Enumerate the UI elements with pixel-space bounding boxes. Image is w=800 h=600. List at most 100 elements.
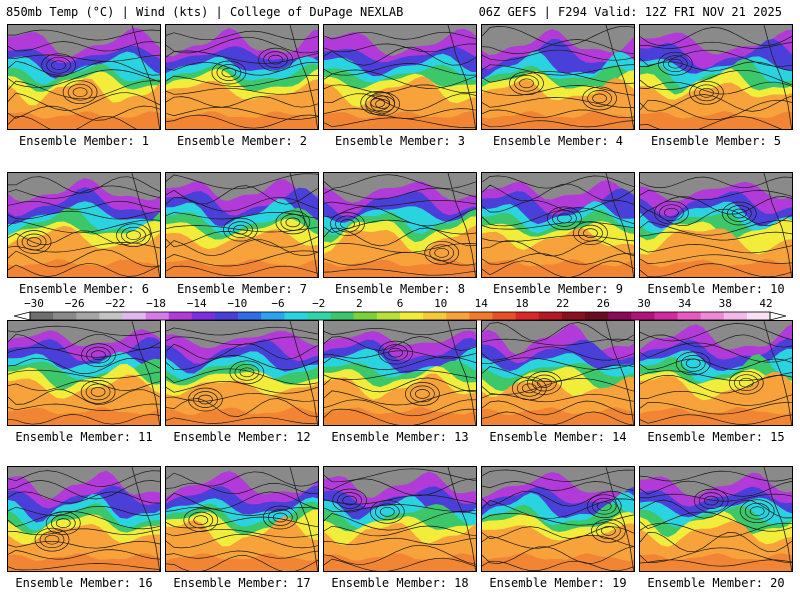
ensemble-member-label: Ensemble Member: 7 <box>176 282 308 296</box>
wind-streamline <box>640 254 792 264</box>
circulation-contour <box>511 376 547 401</box>
colorbar-tick-label: −14 <box>186 297 207 310</box>
wind-streamline <box>8 210 160 220</box>
wind-streamline <box>8 511 160 530</box>
wind-streamline <box>324 46 476 66</box>
wind-streamline <box>324 69 476 89</box>
circulation-contour <box>721 201 757 226</box>
ensemble-member-label: Ensemble Member: 5 <box>650 134 782 148</box>
wind-streamline <box>482 364 634 382</box>
circulation-contour <box>733 374 759 392</box>
temperature-wind-map <box>324 25 476 129</box>
colorbar-segment <box>469 312 494 320</box>
colorbar-segment <box>423 312 447 320</box>
circulation-contour <box>51 60 66 71</box>
ensemble-map-panel <box>7 172 161 278</box>
circulation-contour <box>188 511 214 529</box>
circulation-contour <box>582 86 617 111</box>
circulation-contour <box>91 350 106 360</box>
circulation-contour <box>193 515 209 525</box>
wind-streamline <box>8 540 160 549</box>
circulation-contour <box>267 509 293 526</box>
circulation-contour <box>233 224 248 235</box>
wind-streamline <box>8 414 160 425</box>
circulation-contour <box>16 230 52 254</box>
coastline <box>605 321 634 425</box>
colorbar-segment <box>515 312 540 320</box>
circulation-contour <box>519 78 534 89</box>
circulation-contour <box>662 55 688 73</box>
warm-region-fill <box>324 407 476 425</box>
wind-streamline <box>640 532 792 553</box>
circulation-contour <box>557 213 572 224</box>
colorbar-segment <box>122 312 147 320</box>
wind-streamline <box>8 380 160 392</box>
colorbar-tick-label: −18 <box>146 297 166 310</box>
wind-streamline <box>8 528 160 536</box>
circulation-contour <box>258 47 293 72</box>
colorbar-tick-label: 38 <box>718 297 732 310</box>
temperature-colorbar <box>13 306 787 325</box>
colorbar-segment <box>168 312 193 320</box>
run-valid-time: 06Z GEFS | F294 Valid: 12Z FRI NOV 21 20… <box>478 5 782 19</box>
circulation-contour <box>26 237 42 247</box>
temperature-band <box>166 79 318 129</box>
circulation-contour <box>586 494 622 519</box>
wind-streamline <box>8 563 160 571</box>
wind-streamline <box>482 109 634 119</box>
temperature-band <box>8 225 160 277</box>
wind-streamline <box>640 41 792 49</box>
circulation-contour <box>685 358 701 369</box>
circulation-contour <box>731 208 747 219</box>
circulation-contour <box>703 495 719 506</box>
circulation-contour <box>410 385 435 403</box>
ensemble-map-panel <box>7 24 161 130</box>
wind-streamline <box>324 544 476 565</box>
colorbar-segment <box>677 312 702 320</box>
colorbar-tick-label: −26 <box>64 297 85 310</box>
circulation-contour <box>62 80 98 105</box>
circulation-contour <box>659 204 684 222</box>
wind-streamline <box>324 251 476 266</box>
wind-streamline <box>324 408 476 425</box>
circulation-contour <box>680 355 706 372</box>
wind-streamline <box>640 231 792 241</box>
temperature-wind-map <box>166 467 318 571</box>
wind-streamline <box>166 74 318 87</box>
circulation-contour <box>229 360 265 385</box>
wind-streamline <box>166 106 318 120</box>
wind-streamline <box>640 493 792 502</box>
circulation-contour <box>374 503 400 521</box>
circulation-contour <box>424 240 460 265</box>
circulation-contour <box>221 67 237 78</box>
colorbar-segment <box>284 312 309 320</box>
ensemble-member-label: Ensemble Member: 3 <box>334 134 466 148</box>
wind-streamline <box>324 356 476 370</box>
ensemble-map-panel <box>7 466 161 572</box>
circulation-contour <box>80 380 116 404</box>
ensemble-map-panel <box>481 320 635 426</box>
circulation-contour <box>41 53 76 78</box>
wind-streamline <box>640 390 792 406</box>
temperature-wind-map <box>166 25 318 129</box>
colorbar-tick-label: −10 <box>227 297 248 310</box>
wind-streamline <box>166 355 318 371</box>
wind-streamline <box>482 221 634 230</box>
wind-streamline <box>482 469 634 482</box>
wind-streamline <box>640 190 792 201</box>
wind-streamline <box>640 499 792 519</box>
wind-streamline <box>8 389 160 405</box>
colorbar-segment <box>215 312 239 320</box>
colorbar-segment <box>446 312 470 320</box>
colorbar-graphic <box>13 311 787 321</box>
circulation-contour <box>601 525 616 536</box>
colorbar-tick-label: −6 <box>271 297 285 310</box>
wind-streamline <box>166 416 318 424</box>
wind-streamline <box>324 478 476 497</box>
circulation-contour <box>126 230 141 241</box>
circulation-contour <box>342 495 357 506</box>
circulation-contour <box>596 522 621 540</box>
circulation-contour <box>521 383 537 394</box>
colorbar-segment <box>307 312 332 320</box>
wind-streamline <box>482 235 634 242</box>
